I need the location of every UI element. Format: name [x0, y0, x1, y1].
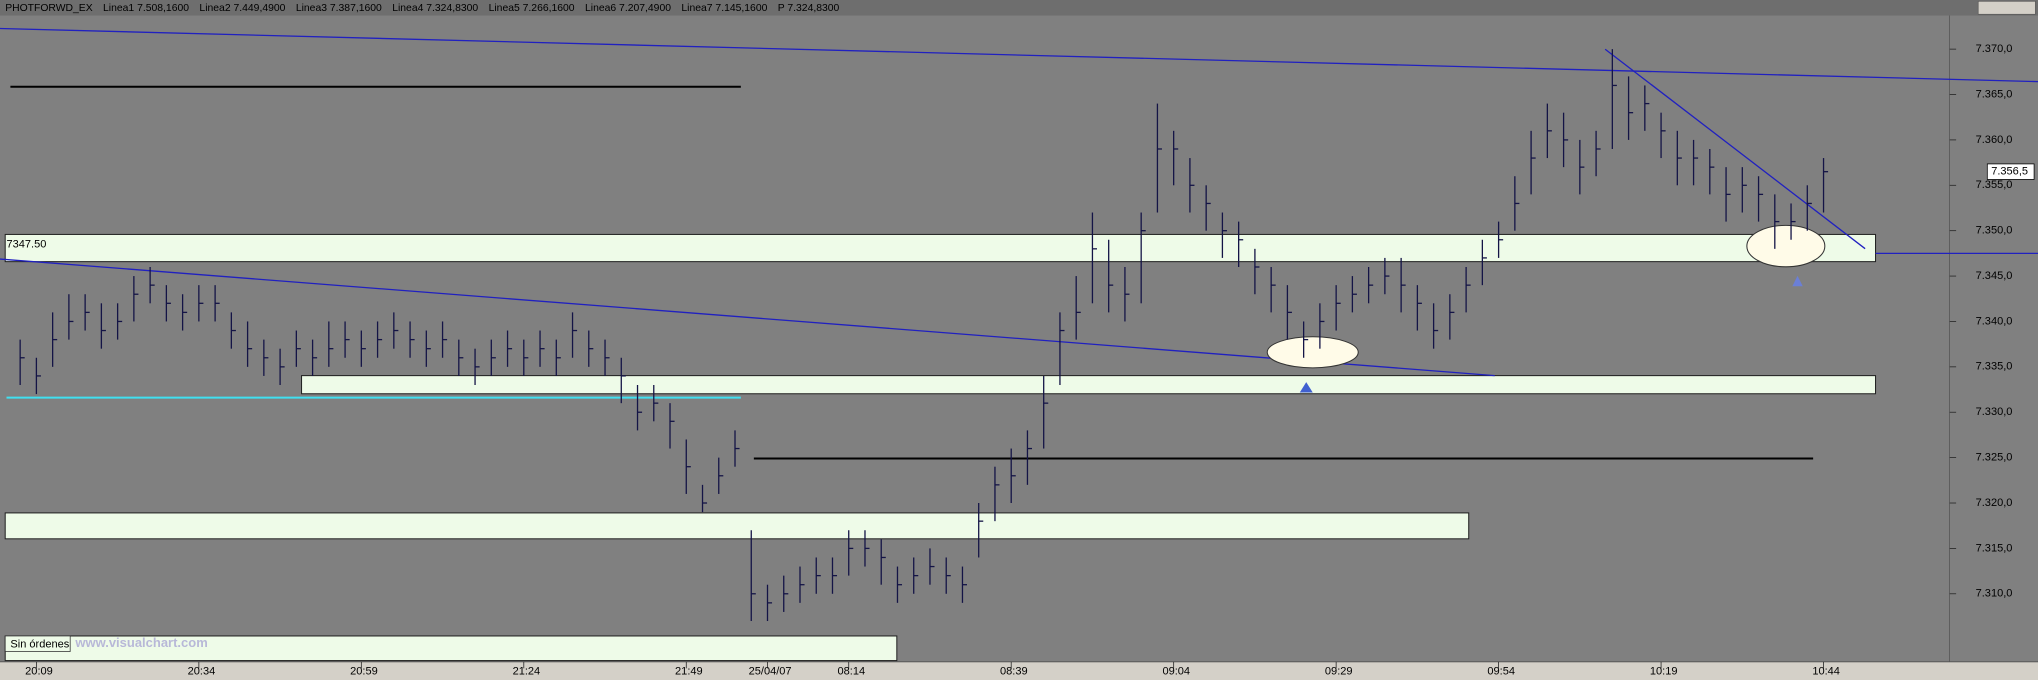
price-tag-label: 7.356,5	[1991, 166, 2028, 178]
header-item: Linea3 7.387,1600	[296, 3, 382, 14]
y-tick-label: 7.340,0	[1976, 315, 2013, 327]
zone	[301, 375, 1877, 395]
zone	[4, 233, 1877, 263]
time-axis-strip	[0, 661, 2038, 680]
x-tick-label: 09:54	[1487, 665, 1515, 677]
x-tick-label: 08:14	[838, 665, 866, 677]
x-tick-label: 21:24	[513, 665, 541, 677]
header-item: Linea5 7.266,1600	[489, 3, 575, 14]
x-tick-label: 20:59	[350, 665, 378, 677]
y-tick-label: 7.370,0	[1976, 43, 2013, 55]
price-tag	[1986, 163, 2035, 180]
header-item: P 7.324,8300	[778, 3, 840, 14]
y-tick-label: 7.325,0	[1976, 452, 2013, 464]
header-item: Linea7 7.145,1600	[681, 3, 767, 14]
x-tick-label: 25/04/07	[749, 665, 792, 677]
drawings	[0, 27, 2038, 460]
zone	[4, 512, 1470, 540]
price-bars	[19, 49, 1829, 622]
arrow-up	[1299, 382, 1313, 393]
y-tick-label: 7.335,0	[1976, 361, 2013, 373]
ellipse-marker	[1746, 224, 1826, 268]
y-tick-label: 7.355,0	[1976, 179, 2013, 191]
trend-line	[1604, 48, 1866, 250]
x-tick-label: 10:44	[1812, 665, 1840, 677]
x-tick-label: 08:39	[1000, 665, 1028, 677]
x-tick-label: 09:04	[1162, 665, 1190, 677]
header-item: Linea2 7.449,4900	[199, 3, 285, 14]
header-item: Linea4 7.324,8300	[392, 3, 478, 14]
x-tick-label: 10:19	[1650, 665, 1678, 677]
x-tick-label: 09:29	[1325, 665, 1353, 677]
header-item: Linea1 7.508,1600	[103, 3, 189, 14]
trend-line	[0, 27, 2038, 83]
header-bar	[0, 0, 2038, 16]
y-tick-label: 7.350,0	[1976, 225, 2013, 237]
arrow-up	[1792, 275, 1803, 287]
window-buttons[interactable]	[1977, 0, 2036, 15]
zones	[4, 233, 1877, 662]
header: PHOTFORWD_EX Linea1 7.508,1600 Linea2 7.44…	[5, 3, 839, 14]
trend-line	[0, 258, 1495, 377]
status-box[interactable]	[4, 635, 71, 652]
level-label: 7347.50	[6, 239, 46, 251]
header-item: Linea6 7.207,4900	[585, 3, 671, 14]
y-tick-label: 7.360,0	[1976, 134, 2013, 146]
x-tick-label: 21:49	[675, 665, 703, 677]
ellipse-marker	[1266, 336, 1359, 369]
y-tick-label: 7.320,0	[1976, 497, 2013, 509]
x-tick-label: 20:09	[25, 665, 53, 677]
y-tick-label: 7.365,0	[1976, 88, 2013, 100]
y-tick-label: 7.310,0	[1976, 588, 2013, 600]
header-item: PHOTFORWD_EX	[5, 3, 93, 14]
y-tick-label: 7.345,0	[1976, 270, 2013, 282]
x-tick-label: 20:34	[188, 665, 216, 677]
y-tick-label: 7.330,0	[1976, 406, 2013, 418]
y-tick-label: 7.315,0	[1976, 542, 2013, 554]
site-mark: www.visualchart.com	[74, 635, 207, 650]
order-status: Sin órdenes	[10, 638, 69, 650]
overlay: Sin órdenes www.visualchart.com 7.310,0 7…	[4, 43, 2038, 677]
